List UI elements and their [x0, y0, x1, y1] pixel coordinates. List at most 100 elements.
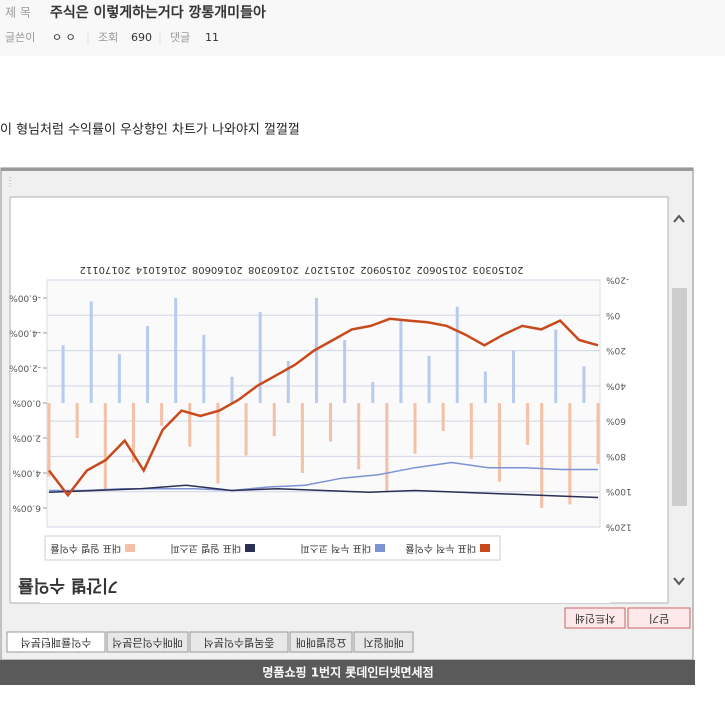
- author[interactable]: ㅇ ㅇ: [52, 31, 76, 44]
- legend-swatch: [375, 544, 385, 552]
- bar: [103, 403, 107, 491]
- x-tick-label: 20150602: [416, 264, 467, 275]
- rotated-chart: 기간별 수익률 -20% 0% 20% 40% 60% 80% 100% 120% -6.00% -…: [9, 258, 632, 603]
- button-label[interactable]: 닫기: [649, 612, 669, 625]
- views-label: 조회: [98, 31, 118, 44]
- bar: [202, 334, 206, 403]
- x-tick-label: 20170112: [80, 264, 131, 275]
- tab-box[interactable]: [289, 631, 353, 653]
- bar: [455, 306, 459, 403]
- bar: [286, 361, 290, 403]
- bar: [230, 376, 234, 403]
- legend-swatch: [245, 544, 255, 552]
- bar: [497, 403, 501, 482]
- comments: 11: [205, 31, 219, 44]
- y2-tick-label: -4.00%: [9, 328, 41, 338]
- tab-label[interactable]: 종목별수익분석: [204, 636, 275, 649]
- scroll-thumb[interactable]: [672, 288, 687, 506]
- scroll-up[interactable]: [673, 214, 685, 223]
- y-tick-label: 0%: [606, 310, 621, 320]
- author-label: 글쓴이: [5, 31, 35, 44]
- y-tick-label: 100%: [606, 486, 632, 496]
- tab[interactable]: 종목별수익분석: [189, 631, 289, 653]
- tab-box[interactable]: [189, 631, 289, 653]
- bar: [343, 340, 347, 403]
- bar: [329, 403, 333, 442]
- bar: [512, 350, 516, 403]
- bar: [469, 403, 473, 459]
- x-tick-label: 20161014: [136, 264, 187, 275]
- bar: [61, 345, 65, 403]
- title-label: 제 목: [5, 6, 31, 20]
- bar: [300, 403, 304, 473]
- y2-tick-label: 2.00%: [12, 433, 41, 443]
- tab[interactable]: 매매일지: [353, 631, 414, 653]
- bar: [174, 298, 178, 403]
- y2-tick-label: 6.00%: [12, 503, 41, 513]
- y-tick-label: -20%: [606, 275, 630, 285]
- tab[interactable]: 수익률패턴분석: [6, 631, 106, 653]
- button[interactable]: 차트인쇄: [564, 607, 626, 629]
- bar: [582, 366, 586, 403]
- y2-tick-label: -6.00%: [9, 293, 41, 303]
- bar: [596, 403, 600, 465]
- tab-label[interactable]: 매매수익금분석: [112, 636, 183, 649]
- bar: [357, 403, 361, 470]
- legend-label[interactable]: 대표 누적 수익률: [405, 542, 476, 554]
- bar: [371, 382, 375, 403]
- bar: [540, 403, 544, 508]
- post-title: 주식은 이렇게하는거다 깡통개미들아: [50, 4, 266, 21]
- bar: [89, 301, 93, 403]
- bar: [526, 403, 530, 445]
- banner[interactable]: [0, 660, 695, 685]
- bar: [258, 312, 262, 403]
- bar: [272, 403, 276, 437]
- rotated-controls: 매매일지 요일별매매 종목별수익분석 매매수익금분석 수익률패턴분석 닫기 차트인쇄: [6, 607, 691, 653]
- views: 690: [131, 31, 152, 44]
- bar: [554, 329, 558, 403]
- tab[interactable]: 요일별매매: [289, 631, 353, 653]
- banner-text[interactable]: 명품쇼핑 1번지 롯데인터넷면세점: [262, 665, 433, 680]
- y2-tick-label: 0.00%: [12, 398, 41, 408]
- tab-label[interactable]: 매매일지: [363, 636, 403, 650]
- bar: [385, 403, 389, 493]
- button-label[interactable]: 차트인쇄: [575, 612, 615, 625]
- tab-label[interactable]: 요일별매매: [296, 636, 347, 650]
- line: [48, 484, 599, 499]
- post-header: [0, 0, 725, 56]
- tab-box[interactable]: [353, 631, 414, 653]
- legend-label[interactable]: 대표 일별 수익률: [50, 542, 121, 554]
- scroll-down[interactable]: [673, 577, 685, 586]
- y-tick-label: 80%: [606, 451, 626, 461]
- tab-box[interactable]: [106, 631, 189, 653]
- bar: [399, 319, 403, 403]
- x-tick-label: 20160608: [192, 264, 243, 275]
- bar: [216, 403, 220, 484]
- y-tick-label: 40%: [606, 380, 626, 390]
- y-tick-label: 120%: [606, 522, 632, 532]
- comments-label: 댓글: [170, 31, 190, 44]
- tab-box[interactable]: [6, 631, 106, 653]
- tab-label[interactable]: 수익률패턴분석: [21, 636, 92, 649]
- bar: [441, 403, 445, 431]
- bar: [75, 403, 79, 438]
- button-box[interactable]: [627, 607, 691, 629]
- post-body: 이 형님처럼 수익률이 우상향인 차트가 나와야지 껄껄껄: [0, 123, 300, 138]
- y-tick-label: 60%: [606, 416, 626, 426]
- button-box[interactable]: [564, 607, 626, 629]
- bar: [117, 354, 121, 403]
- bar: [483, 371, 487, 403]
- bar: [131, 403, 135, 463]
- button[interactable]: 닫기: [627, 607, 691, 629]
- legend-label[interactable]: 대표 일별 코스피: [170, 542, 241, 554]
- chart-title: 기간별 수익률: [18, 575, 118, 595]
- bar: [146, 326, 150, 403]
- x-tick-label: 20151207: [304, 264, 355, 275]
- y-tick-label: 20%: [606, 345, 626, 355]
- tab[interactable]: 매매수익금분석: [106, 631, 189, 653]
- bar: [427, 355, 431, 403]
- y2-tick-label: -2.00%: [9, 363, 41, 373]
- legend-label[interactable]: 대표 누적 코스피: [300, 542, 371, 554]
- y2-tick-label: 4.00%: [12, 468, 41, 478]
- legend-swatch: [480, 544, 490, 552]
